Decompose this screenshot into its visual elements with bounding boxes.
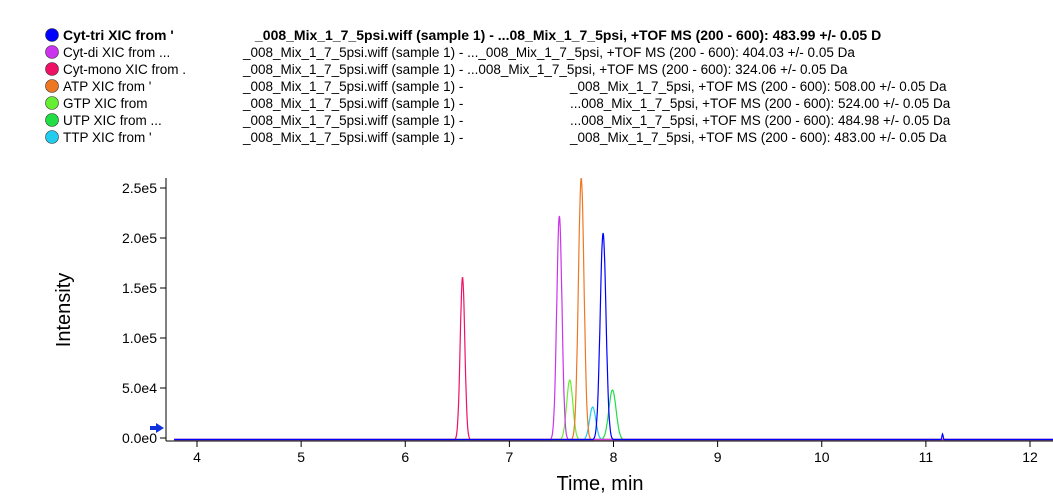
x-tick-label: 10 bbox=[814, 449, 830, 465]
legend-item-utp: UTP XIC from ... _008_Mix_1_7_5psi.wiff (… bbox=[45, 113, 951, 128]
x-tick-label: 5 bbox=[297, 449, 305, 465]
y-tick-label: 0.0e0 bbox=[122, 430, 157, 446]
y-tick-label: 2.0e5 bbox=[122, 230, 157, 246]
legend-dot-icon bbox=[45, 113, 59, 127]
legend-text: _008_Mix_1_7_5psi.wiff (sample 1) - bbox=[242, 130, 463, 145]
x-tick-label: 11 bbox=[919, 449, 934, 465]
legend-item-cyt-mono: Cyt-mono XIC from . _008_Mix_1_7_5psi.wif… bbox=[45, 62, 848, 77]
y-tick-label: 5.0e4 bbox=[122, 380, 157, 396]
legend-prefix: Cyt-tri XIC from ' bbox=[63, 27, 174, 43]
series-line-ttp bbox=[174, 406, 1053, 441]
series-lines bbox=[174, 178, 1053, 441]
legend-dot-icon bbox=[45, 130, 59, 144]
legend-text: _008_Mix_1_7_5psi.wiff (sample 1) - ...0… bbox=[242, 62, 848, 77]
x-tick-label: 8 bbox=[610, 449, 618, 465]
legend-item-gtp: GTP XIC from _008_Mix_1_7_5psi.wiff (samp… bbox=[45, 96, 951, 111]
legend-prefix: Cyt-mono XIC from . bbox=[63, 62, 186, 77]
baseline-marker-icon bbox=[150, 423, 164, 433]
legend-text: _008_Mix_1_7_5psi.wiff (sample 1) - bbox=[242, 79, 463, 94]
legend-text: _008_Mix_1_7_5psi.wiff (sample 1) - bbox=[242, 96, 463, 111]
legend-text: _008_Mix_1_7_5psi.wiff (sample 1) - ...0… bbox=[254, 27, 881, 43]
legend-text: _008_Mix_1_7_5psi.wiff (sample 1) - ..._… bbox=[242, 45, 855, 60]
y-tick-label: 1.5e5 bbox=[122, 280, 157, 296]
legend-item-cyt-di: Cyt-di XIC from ... _008_Mix_1_7_5psi.wif… bbox=[45, 45, 855, 60]
series-line-atp bbox=[174, 178, 1053, 441]
legend-item-atp: ATP XIC from ' _008_Mix_1_7_5psi.wiff (sa… bbox=[45, 79, 947, 94]
y-axis-title: Intensity bbox=[53, 273, 75, 347]
legend-right-text: ...008_Mix_1_7_5psi, +TOF MS (200 - 600)… bbox=[570, 113, 951, 128]
series-line-cyt-di bbox=[174, 215, 1053, 441]
legend-dot-icon bbox=[45, 28, 59, 42]
x-tick-label: 4 bbox=[193, 449, 201, 465]
legend-text: _008_Mix_1_7_5psi.wiff (sample 1) - bbox=[242, 113, 463, 128]
legend-item-cyt-tri: Cyt-tri XIC from ' _008_Mix_1_7_5psi.wiff… bbox=[45, 27, 881, 43]
legend-prefix: UTP XIC from ... bbox=[63, 113, 162, 128]
legend-right-text: ...008_Mix_1_7_5psi, +TOF MS (200 - 600)… bbox=[570, 96, 951, 111]
tick-labels: 4 5 6 7 8 9 10 11 12 0.0e0 5.0e4 1.0e5 1.5e5 2.0e5 2.5… bbox=[122, 180, 1038, 465]
x-tick-label: 9 bbox=[714, 449, 722, 465]
legend-prefix: ATP XIC from ' bbox=[63, 79, 151, 94]
y-tick-label: 1.0e5 bbox=[122, 330, 157, 346]
legend-right-text: _008_Mix_1_7_5psi, +TOF MS (200 - 600): … bbox=[569, 79, 947, 94]
legend-item-ttp: TTP XIC from ' _008_Mix_1_7_5psi.wiff (sa… bbox=[45, 130, 947, 145]
legend: Cyt-tri XIC from ' _008_Mix_1_7_5psi.wiff… bbox=[45, 27, 951, 145]
legend-dot-icon bbox=[45, 79, 59, 93]
x-tick-label: 7 bbox=[505, 449, 513, 465]
legend-prefix: TTP XIC from ' bbox=[63, 130, 152, 145]
axes bbox=[165, 178, 1053, 442]
series-line-gtp bbox=[174, 379, 1053, 441]
series-line-cyt-tri bbox=[174, 232, 1053, 441]
legend-right-text: _008_Mix_1_7_5psi, +TOF MS (200 - 600): … bbox=[569, 130, 947, 145]
legend-dot-icon bbox=[45, 45, 59, 59]
x-tick-label: 6 bbox=[401, 449, 409, 465]
series-line-utp bbox=[174, 389, 1053, 441]
y-tick-label: 2.5e5 bbox=[122, 180, 157, 196]
legend-prefix: GTP XIC from bbox=[63, 96, 148, 111]
x-tick-label: 12 bbox=[1022, 449, 1038, 465]
x-axis-title: Time, min bbox=[556, 473, 643, 495]
legend-prefix: Cyt-di XIC from ... bbox=[63, 45, 170, 60]
legend-dot-icon bbox=[45, 62, 59, 76]
legend-dot-icon bbox=[45, 96, 59, 110]
series-line-cyt-mono bbox=[174, 277, 1053, 441]
